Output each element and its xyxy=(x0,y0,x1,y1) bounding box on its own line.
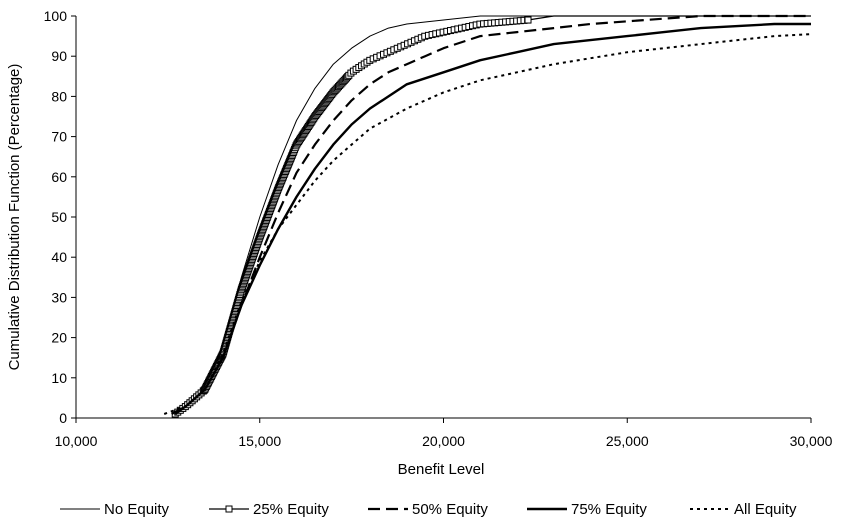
series-marker xyxy=(524,16,532,24)
legend-item: 25% Equity xyxy=(209,501,329,518)
legend-item: 50% Equity xyxy=(368,501,488,518)
legend-label: All Equity xyxy=(734,501,797,518)
legend-label: 50% Equity xyxy=(412,501,488,518)
x-tick-label: 10,000 xyxy=(55,433,98,449)
y-tick-label: 30 xyxy=(51,289,67,305)
y-tick-label: 90 xyxy=(51,48,67,64)
y-tick-label: 20 xyxy=(51,330,67,346)
legend-label: 75% Equity xyxy=(571,501,647,518)
y-tick-label: 80 xyxy=(51,88,67,104)
plot-area xyxy=(75,16,811,419)
y-tick-label: 100 xyxy=(44,8,68,24)
plot-background xyxy=(76,16,811,418)
x-tick-label: 30,000 xyxy=(790,433,833,449)
y-tick-label: 0 xyxy=(59,410,67,426)
y-axis-title: Cumulative Distribution Function (Percen… xyxy=(6,64,23,371)
legend-item: No Equity xyxy=(60,501,170,518)
x-tick-label: 25,000 xyxy=(606,433,649,449)
x-axis: 10,000 15,000 20,000 25,000 30,000 xyxy=(55,418,833,449)
y-tick-label: 60 xyxy=(51,169,67,185)
legend-marker xyxy=(225,505,233,513)
series-line xyxy=(174,22,811,415)
legend: No Equity 25% Equity 50% Equity 75% Equity A… xyxy=(60,501,797,518)
series-25-equity xyxy=(171,15,811,418)
series-layer xyxy=(163,14,812,418)
y-tick-label: 70 xyxy=(51,129,67,145)
y-axis: 0 10 20 30 40 50 60 70 80 90 100 xyxy=(44,8,76,426)
x-axis-title: Benefit Level xyxy=(398,461,485,478)
legend-item: All Equity xyxy=(690,501,797,518)
y-tick-label: 50 xyxy=(51,209,67,225)
legend-item: 75% Equity xyxy=(527,501,647,518)
y-tick-label: 40 xyxy=(51,249,67,265)
y-tick-label: 10 xyxy=(51,370,67,386)
x-tick-label: 20,000 xyxy=(422,433,465,449)
legend-label: 25% Equity xyxy=(253,501,329,518)
legend-label: No Equity xyxy=(104,501,170,518)
x-tick-label: 15,000 xyxy=(238,433,281,449)
series-75-equity xyxy=(174,22,811,415)
